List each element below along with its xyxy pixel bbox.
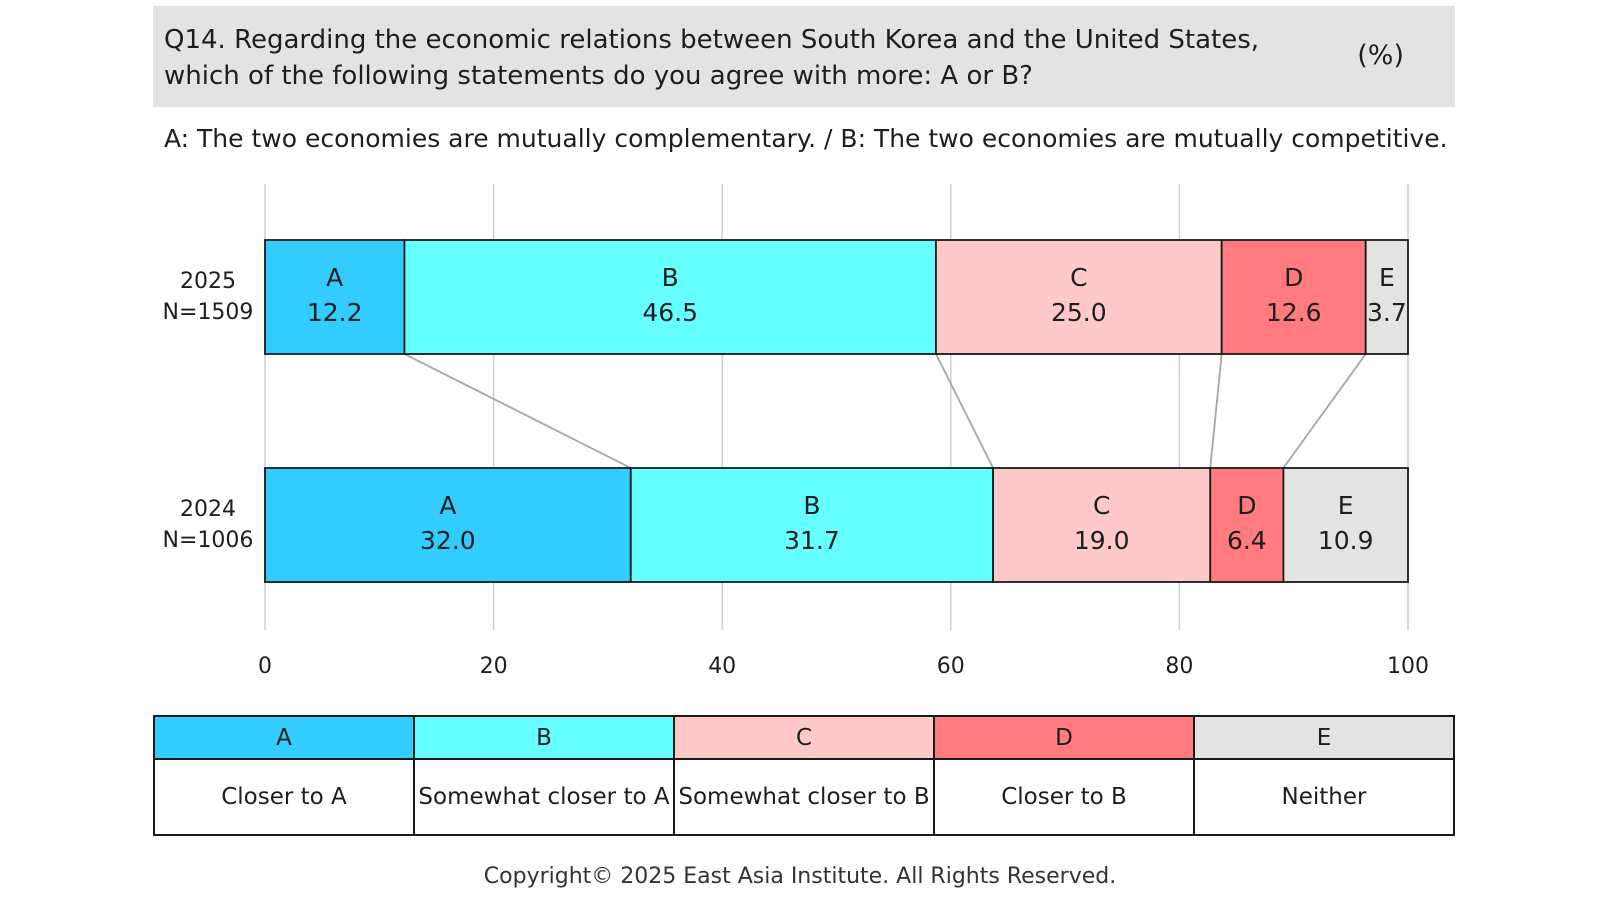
bar-code-2024-e: E bbox=[1338, 491, 1354, 520]
bar-2025-e bbox=[1366, 240, 1408, 354]
bar-2025-d bbox=[1222, 240, 1366, 354]
x-tick-label-20: 20 bbox=[480, 654, 508, 679]
data-label-2024-b: 31.7 bbox=[784, 526, 840, 555]
data-label-2025-d: 12.6 bbox=[1266, 298, 1322, 327]
bar-code-2024-b: B bbox=[803, 491, 820, 520]
connector-line-b bbox=[936, 354, 993, 468]
legend-column-d: D Closer to B bbox=[935, 717, 1195, 834]
legend-column-e: E Neither bbox=[1195, 717, 1453, 834]
legend-code-b: B bbox=[415, 717, 673, 760]
data-label-2024-c: 19.0 bbox=[1074, 526, 1130, 555]
bar-code-2024-d: D bbox=[1237, 491, 1256, 520]
bar-code-2025-c: C bbox=[1070, 263, 1087, 292]
bar-code-2024-a: A bbox=[439, 491, 456, 520]
legend-desc-c: Somewhat closer to B bbox=[675, 760, 933, 834]
legend-desc-e: Neither bbox=[1195, 760, 1453, 834]
x-tick-label-0: 0 bbox=[258, 654, 272, 679]
connector-line-a bbox=[404, 354, 630, 468]
legend-desc-d: Closer to B bbox=[935, 760, 1193, 834]
row-year-label-2024: 2024 bbox=[180, 497, 236, 522]
copyright-notice: Copyright© 2025 East Asia Institute. All… bbox=[0, 864, 1600, 889]
legend-column-c: C Somewhat closer to B bbox=[675, 717, 935, 834]
legend-desc-a: Closer to A bbox=[155, 760, 413, 834]
connector-line-d bbox=[1283, 354, 1365, 468]
row-sample-label-2024: N=1006 bbox=[163, 528, 254, 553]
legend-code-c: C bbox=[675, 717, 933, 760]
data-label-2024-e: 10.9 bbox=[1318, 526, 1374, 555]
bar-code-2025-b: B bbox=[662, 263, 679, 292]
data-label-2025-a: 12.2 bbox=[307, 298, 363, 327]
legend-column-a: A Closer to A bbox=[155, 717, 415, 834]
x-tick-label-100: 100 bbox=[1387, 654, 1429, 679]
data-label-2025-e: 3.7 bbox=[1367, 298, 1407, 327]
bar-2025-c bbox=[936, 240, 1222, 354]
bar-2024-e bbox=[1283, 468, 1408, 582]
legend-code-a: A bbox=[155, 717, 413, 760]
legend-code-d: D bbox=[935, 717, 1193, 760]
bar-code-2024-c: C bbox=[1093, 491, 1110, 520]
bar-code-2025-d: D bbox=[1284, 263, 1303, 292]
bar-2024-b bbox=[631, 468, 993, 582]
x-tick-label-80: 80 bbox=[1165, 654, 1193, 679]
data-label-2024-d: 6.4 bbox=[1227, 526, 1267, 555]
legend-column-b: B Somewhat closer to A bbox=[415, 717, 675, 834]
data-label-2024-a: 32.0 bbox=[420, 526, 476, 555]
stacked-bar-chart: 0 20 40 60 80 100 A 12.2 B 46.5 C 25.0 D 12.6 E 3.7 2025… bbox=[0, 0, 1600, 700]
legend-desc-b: Somewhat closer to A bbox=[415, 760, 673, 834]
data-label-2025-c: 25.0 bbox=[1051, 298, 1107, 327]
bar-code-2025-e: E bbox=[1379, 263, 1395, 292]
bar-code-2025-a: A bbox=[326, 263, 343, 292]
connector-line-c bbox=[1210, 354, 1221, 468]
row-sample-label-2025: N=1509 bbox=[163, 300, 254, 325]
x-tick-label-40: 40 bbox=[708, 654, 736, 679]
row-year-label-2025: 2025 bbox=[180, 269, 236, 294]
legend-table: A Closer to A B Somewhat closer to A C S… bbox=[153, 715, 1455, 836]
data-label-2025-b: 46.5 bbox=[642, 298, 698, 327]
bar-2025-a bbox=[265, 240, 404, 354]
bar-2024-a bbox=[265, 468, 631, 582]
legend-code-e: E bbox=[1195, 717, 1453, 760]
bar-2024-c bbox=[993, 468, 1210, 582]
bar-2025-b bbox=[404, 240, 935, 354]
bar-2024-d bbox=[1210, 468, 1283, 582]
x-tick-label-60: 60 bbox=[937, 654, 965, 679]
